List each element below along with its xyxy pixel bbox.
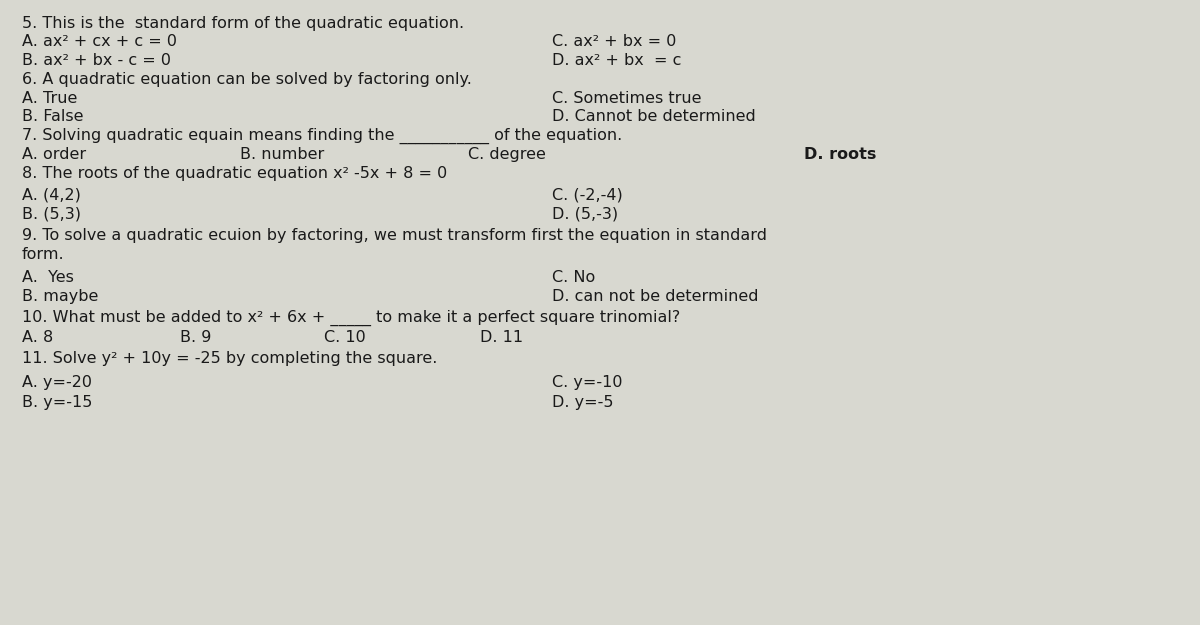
Text: A. 8: A. 8 [22, 330, 53, 345]
Text: B. ax² + bx - c = 0: B. ax² + bx - c = 0 [22, 53, 170, 68]
Text: C. (-2,-4): C. (-2,-4) [552, 188, 623, 202]
Text: B. (5,3): B. (5,3) [22, 206, 80, 221]
Text: A.  Yes: A. Yes [22, 270, 73, 285]
Text: C. 10: C. 10 [324, 330, 366, 345]
Text: A. True: A. True [22, 91, 77, 106]
Text: B. maybe: B. maybe [22, 289, 98, 304]
Text: A. ax² + cx + c = 0: A. ax² + cx + c = 0 [22, 34, 176, 49]
Text: D. ax² + bx  = c: D. ax² + bx = c [552, 53, 682, 68]
Text: C. y=-10: C. y=-10 [552, 375, 623, 390]
Text: D. 11: D. 11 [480, 330, 523, 345]
Text: 11. Solve y² + 10y = -25 by completing the square.: 11. Solve y² + 10y = -25 by completing t… [22, 351, 437, 366]
Text: 10. What must be added to x² + 6x + _____ to make it a perfect square trinomial?: 10. What must be added to x² + 6x + ____… [22, 309, 680, 326]
Text: C. No: C. No [552, 270, 595, 285]
Text: C. degree: C. degree [468, 147, 546, 162]
Text: D. (5,-3): D. (5,-3) [552, 206, 618, 221]
Text: D. can not be determined: D. can not be determined [552, 289, 758, 304]
Text: 8. The roots of the quadratic equation x² -5x + 8 = 0: 8. The roots of the quadratic equation x… [22, 166, 446, 181]
Text: D. y=-5: D. y=-5 [552, 395, 613, 410]
Text: A. order: A. order [22, 147, 85, 162]
Text: D. Cannot be determined: D. Cannot be determined [552, 109, 756, 124]
Text: form.: form. [22, 247, 65, 262]
Text: B. 9: B. 9 [180, 330, 211, 345]
Text: 6. A quadratic equation can be solved by factoring only.: 6. A quadratic equation can be solved by… [22, 72, 472, 87]
Text: 5. This is the  standard form of the quadratic equation.: 5. This is the standard form of the quad… [22, 16, 463, 31]
Text: D. roots: D. roots [804, 147, 876, 162]
Text: 9. To solve a quadratic ecuion by factoring, we must transform first the equatio: 9. To solve a quadratic ecuion by factor… [22, 228, 767, 243]
Text: B. False: B. False [22, 109, 83, 124]
Text: B. number: B. number [240, 147, 324, 162]
Text: C. ax² + bx = 0: C. ax² + bx = 0 [552, 34, 677, 49]
Text: A. (4,2): A. (4,2) [22, 188, 80, 202]
Text: B. y=-15: B. y=-15 [22, 395, 92, 410]
Text: A. y=-20: A. y=-20 [22, 375, 91, 390]
Text: C. Sometimes true: C. Sometimes true [552, 91, 702, 106]
Text: 7. Solving quadratic equain means finding the ___________ of the equation.: 7. Solving quadratic equain means findin… [22, 128, 622, 144]
